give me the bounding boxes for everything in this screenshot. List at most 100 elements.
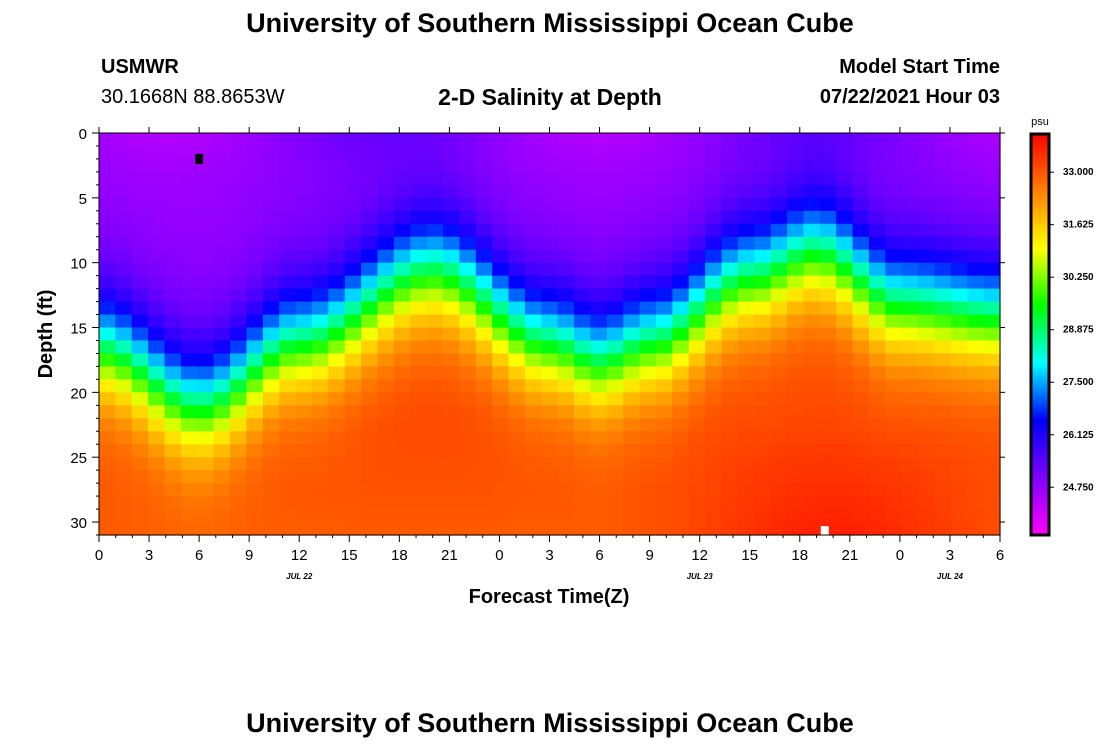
heatmap-cell [230, 392, 248, 406]
heatmap-cell [574, 392, 592, 406]
x-tick-label: 15 [341, 547, 358, 564]
heatmap-cell [524, 470, 542, 484]
heatmap-cell [655, 249, 673, 264]
heatmap-cell [393, 431, 411, 445]
heatmap-cell [623, 236, 641, 251]
heatmap-cell [901, 366, 919, 380]
heatmap-cell [115, 418, 133, 432]
heatmap-cell [606, 431, 624, 445]
heatmap-cell [361, 392, 379, 406]
heatmap-cell [443, 249, 460, 264]
heatmap-cell [410, 145, 428, 160]
heatmap-cell [983, 288, 1001, 303]
heatmap-cell [836, 171, 854, 186]
heatmap-cell [344, 184, 362, 199]
heatmap-cell [590, 275, 608, 290]
heatmap-cell [574, 301, 592, 316]
heatmap-cell [230, 288, 248, 303]
heatmap-cell [443, 444, 460, 458]
heatmap-cell [655, 275, 673, 290]
heatmap-cell [852, 444, 870, 458]
heatmap-cell [606, 301, 624, 316]
heatmap-cell [901, 133, 919, 147]
heatmap-cell [295, 483, 313, 497]
heatmap-cell [230, 340, 248, 355]
heatmap-cell [361, 249, 379, 264]
heatmap-cell [180, 133, 198, 147]
heatmap-cell [918, 457, 936, 471]
heatmap-cell [721, 457, 739, 471]
heatmap-cell [574, 133, 592, 147]
heatmap-cell [868, 340, 886, 355]
heatmap-cell [934, 444, 952, 458]
heatmap-cell [279, 301, 297, 316]
heatmap-cell [803, 249, 821, 264]
heatmap-cell [115, 496, 133, 510]
heatmap-cell [754, 171, 772, 186]
heatmap-cell [623, 249, 641, 264]
y-axis-label: Depth (ft) [35, 290, 57, 379]
heatmap-cell [623, 223, 641, 238]
heatmap-cell [737, 288, 755, 303]
heatmap-cell [410, 184, 428, 199]
heatmap-cell [230, 483, 248, 497]
heatmap-cell [393, 171, 411, 186]
heatmap-cell [377, 418, 395, 432]
heatmap-cell [885, 171, 903, 186]
heatmap-cell [541, 366, 559, 380]
heatmap-cell [541, 327, 559, 342]
heatmap-cell [541, 301, 559, 316]
heatmap-cell [836, 392, 854, 406]
heatmap-cell [377, 457, 395, 471]
heatmap-cell [393, 509, 411, 523]
heatmap-cell [606, 366, 624, 380]
heatmap-cell [557, 483, 575, 497]
heatmap-cell [901, 483, 919, 497]
heatmap-cell [459, 133, 477, 147]
heatmap-cell [492, 236, 510, 251]
heatmap-cell [311, 366, 329, 380]
heatmap-cell [557, 288, 575, 303]
heatmap-cell [492, 327, 510, 342]
heatmap-cell [819, 340, 837, 355]
heatmap-cell [868, 379, 886, 393]
heatmap-cell [885, 133, 903, 147]
heatmap-cell [426, 288, 444, 303]
heatmap-cell [885, 197, 903, 212]
heatmap-cell [655, 379, 673, 393]
heatmap-cell [557, 431, 575, 445]
heatmap-cell [459, 444, 477, 458]
heatmap-cell [279, 483, 297, 497]
heatmap-cell [819, 249, 837, 264]
heatmap-cell [475, 171, 493, 186]
heatmap-cell [672, 249, 690, 264]
heatmap-cell [737, 327, 755, 342]
heatmap-cell [99, 314, 116, 329]
heatmap-cell [492, 249, 510, 264]
heatmap-cell [115, 457, 133, 471]
heatmap-cell [213, 457, 231, 471]
heatmap-cell [705, 366, 723, 380]
heatmap-cell [541, 444, 559, 458]
heatmap-cell [443, 366, 460, 380]
heatmap-cell [557, 496, 575, 510]
heatmap-cell [590, 223, 608, 238]
heatmap-cell [410, 301, 428, 316]
heatmap-cell [557, 262, 575, 277]
heatmap-cell [885, 236, 903, 251]
heatmap-cell [213, 197, 231, 212]
heatmap-cell [606, 314, 624, 329]
heatmap-cell [737, 418, 755, 432]
heatmap-cell [115, 249, 133, 264]
x-tick-label: 21 [841, 547, 858, 564]
heatmap-cell [705, 275, 723, 290]
heatmap-cell [99, 522, 116, 536]
heatmap-cell [246, 340, 264, 355]
heatmap-cell [787, 366, 805, 380]
heatmap-cell [180, 288, 198, 303]
heatmap-cell [115, 431, 133, 445]
heatmap-cell [377, 236, 395, 251]
heatmap-cell [131, 158, 149, 173]
heatmap-cell [426, 133, 444, 147]
heatmap-cell [459, 431, 477, 445]
